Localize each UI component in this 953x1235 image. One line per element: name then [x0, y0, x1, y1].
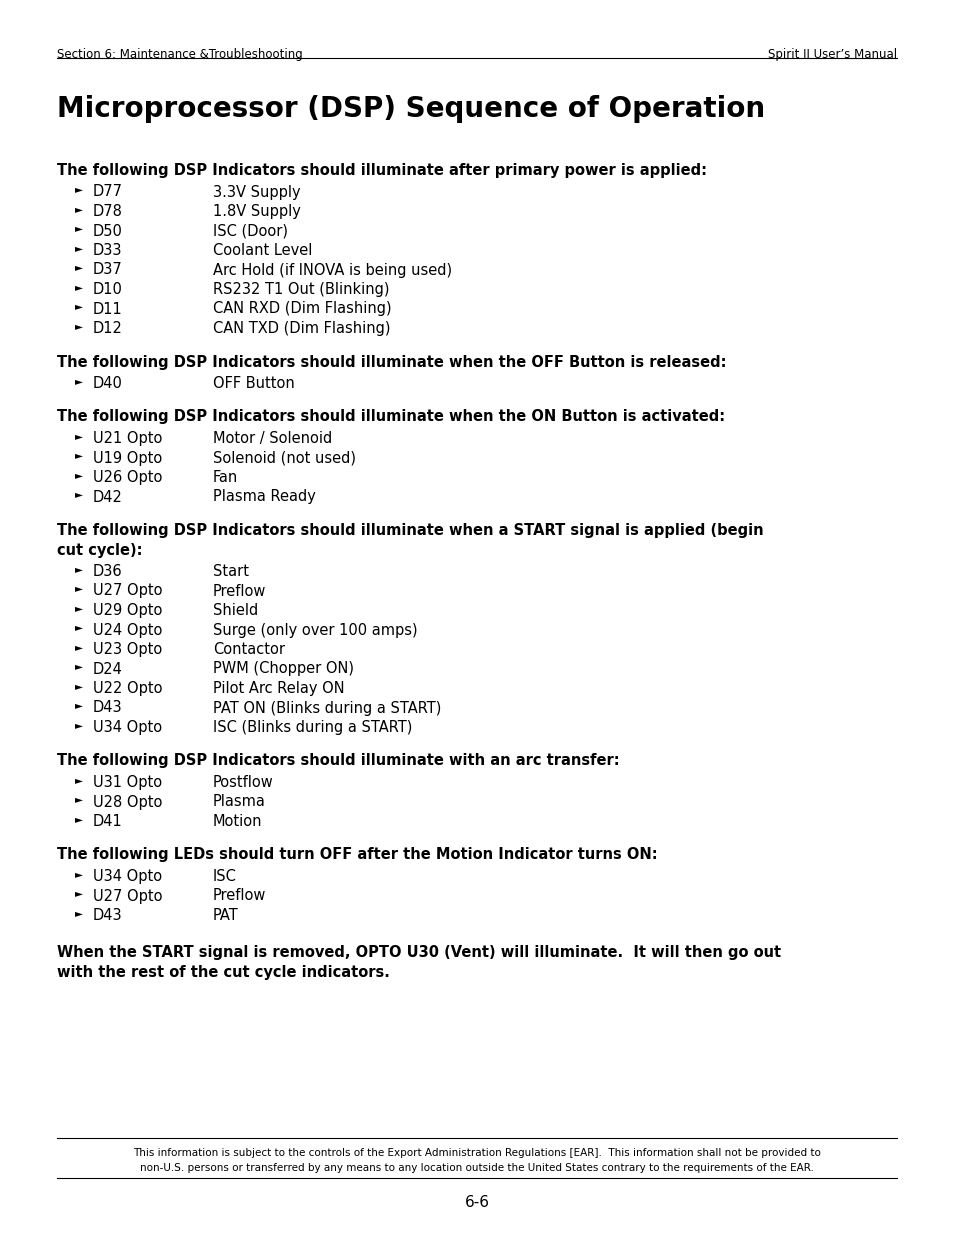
Text: ►: ► — [75, 776, 83, 785]
Text: ►: ► — [75, 184, 83, 194]
Text: Plasma: Plasma — [213, 794, 266, 809]
Text: Shield: Shield — [213, 603, 258, 618]
Text: PAT ON (Blinks during a START): PAT ON (Blinks during a START) — [213, 700, 441, 715]
Text: CAN RXD (Dim Flashing): CAN RXD (Dim Flashing) — [213, 301, 392, 316]
Text: ISC (Door): ISC (Door) — [213, 224, 288, 238]
Text: D43: D43 — [92, 908, 123, 923]
Text: U27 Opto: U27 Opto — [92, 888, 162, 904]
Text: D11: D11 — [92, 301, 123, 316]
Text: ►: ► — [75, 301, 83, 311]
Text: RS232 T1 Out (Blinking): RS232 T1 Out (Blinking) — [213, 282, 389, 296]
Text: Motor / Solenoid: Motor / Solenoid — [213, 431, 332, 446]
Text: Preflow: Preflow — [213, 583, 266, 599]
Text: ►: ► — [75, 204, 83, 214]
Text: The following DSP Indicators should illuminate with an arc transfer:: The following DSP Indicators should illu… — [57, 753, 619, 768]
Text: ►: ► — [75, 720, 83, 730]
Text: ►: ► — [75, 888, 83, 899]
Text: Contactor: Contactor — [213, 642, 285, 657]
Text: U27 Opto: U27 Opto — [92, 583, 162, 599]
Text: OFF Button: OFF Button — [213, 375, 294, 391]
Text: U28 Opto: U28 Opto — [92, 794, 162, 809]
Text: 3.3V Supply: 3.3V Supply — [213, 184, 300, 200]
Text: 1.8V Supply: 1.8V Supply — [213, 204, 300, 219]
Text: The following DSP Indicators should illuminate when the OFF Button is released:: The following DSP Indicators should illu… — [57, 354, 726, 369]
Text: U21 Opto: U21 Opto — [92, 431, 162, 446]
Text: ►: ► — [75, 451, 83, 461]
Text: ►: ► — [75, 564, 83, 574]
Text: D77: D77 — [92, 184, 123, 200]
Text: Coolant Level: Coolant Level — [213, 243, 312, 258]
Text: The following LEDs should turn OFF after the Motion Indicator turns ON:: The following LEDs should turn OFF after… — [57, 847, 657, 862]
Text: Plasma Ready: Plasma Ready — [213, 489, 315, 505]
Text: ►: ► — [75, 224, 83, 233]
Text: ►: ► — [75, 794, 83, 804]
Text: ►: ► — [75, 282, 83, 291]
Text: non-U.S. persons or transferred by any means to any location outside the United : non-U.S. persons or transferred by any m… — [140, 1163, 813, 1173]
Text: D12: D12 — [92, 321, 123, 336]
Text: U34 Opto: U34 Opto — [92, 869, 162, 884]
Text: Section 6: Maintenance &Troubleshooting: Section 6: Maintenance &Troubleshooting — [57, 48, 302, 61]
Text: ►: ► — [75, 814, 83, 824]
Text: U23 Opto: U23 Opto — [92, 642, 162, 657]
Text: D43: D43 — [92, 700, 123, 715]
Text: The following DSP Indicators should illuminate when a START signal is applied (b: The following DSP Indicators should illu… — [57, 522, 762, 538]
Text: PAT: PAT — [213, 908, 238, 923]
Text: D50: D50 — [92, 224, 123, 238]
Text: Pilot Arc Relay ON: Pilot Arc Relay ON — [213, 680, 344, 697]
Text: U22 Opto: U22 Opto — [92, 680, 162, 697]
Text: The following DSP Indicators should illuminate after primary power is applied:: The following DSP Indicators should illu… — [57, 163, 706, 178]
Text: U19 Opto: U19 Opto — [92, 451, 162, 466]
Text: ►: ► — [75, 583, 83, 594]
Text: Start: Start — [213, 564, 249, 579]
Text: D42: D42 — [92, 489, 123, 505]
Text: U34 Opto: U34 Opto — [92, 720, 162, 735]
Text: Spirit II User’s Manual: Spirit II User’s Manual — [767, 48, 896, 61]
Text: Arc Hold (if INOVA is being used): Arc Hold (if INOVA is being used) — [213, 263, 452, 278]
Text: ►: ► — [75, 375, 83, 387]
Text: ►: ► — [75, 642, 83, 652]
Text: Preflow: Preflow — [213, 888, 266, 904]
Text: ►: ► — [75, 321, 83, 331]
Text: D37: D37 — [92, 263, 123, 278]
Text: D33: D33 — [92, 243, 122, 258]
Text: The following DSP Indicators should illuminate when the ON Button is activated:: The following DSP Indicators should illu… — [57, 410, 724, 425]
Text: U24 Opto: U24 Opto — [92, 622, 162, 637]
Text: D10: D10 — [92, 282, 123, 296]
Text: ►: ► — [75, 662, 83, 672]
Text: U26 Opto: U26 Opto — [92, 471, 162, 485]
Text: ISC (Blinks during a START): ISC (Blinks during a START) — [213, 720, 412, 735]
Text: When the START signal is removed, OPTO U30 (Vent) will illuminate.  It will then: When the START signal is removed, OPTO U… — [57, 946, 781, 961]
Text: D40: D40 — [92, 375, 123, 391]
Text: ►: ► — [75, 869, 83, 879]
Text: CAN TXD (Dim Flashing): CAN TXD (Dim Flashing) — [213, 321, 390, 336]
Text: ►: ► — [75, 700, 83, 710]
Text: Microprocessor (DSP) Sequence of Operation: Microprocessor (DSP) Sequence of Operati… — [57, 95, 764, 124]
Text: ►: ► — [75, 263, 83, 273]
Text: ►: ► — [75, 603, 83, 613]
Text: D36: D36 — [92, 564, 123, 579]
Text: cut cycle):: cut cycle): — [57, 542, 142, 557]
Text: ►: ► — [75, 908, 83, 918]
Text: ISC: ISC — [213, 869, 236, 884]
Text: ►: ► — [75, 471, 83, 480]
Text: 6-6: 6-6 — [464, 1195, 489, 1210]
Text: Postflow: Postflow — [213, 776, 274, 790]
Text: ►: ► — [75, 622, 83, 632]
Text: Motion: Motion — [213, 814, 262, 829]
Text: D41: D41 — [92, 814, 123, 829]
Text: U29 Opto: U29 Opto — [92, 603, 162, 618]
Text: D78: D78 — [92, 204, 123, 219]
Text: ►: ► — [75, 680, 83, 692]
Text: This information is subject to the controls of the Export Administration Regulat: This information is subject to the contr… — [132, 1149, 821, 1158]
Text: PWM (Chopper ON): PWM (Chopper ON) — [213, 662, 354, 677]
Text: U31 Opto: U31 Opto — [92, 776, 162, 790]
Text: ►: ► — [75, 431, 83, 441]
Text: Fan: Fan — [213, 471, 238, 485]
Text: Surge (only over 100 amps): Surge (only over 100 amps) — [213, 622, 417, 637]
Text: ►: ► — [75, 489, 83, 499]
Text: with the rest of the cut cycle indicators.: with the rest of the cut cycle indicator… — [57, 965, 390, 981]
Text: ►: ► — [75, 243, 83, 253]
Text: Solenoid (not used): Solenoid (not used) — [213, 451, 355, 466]
Text: D24: D24 — [92, 662, 123, 677]
